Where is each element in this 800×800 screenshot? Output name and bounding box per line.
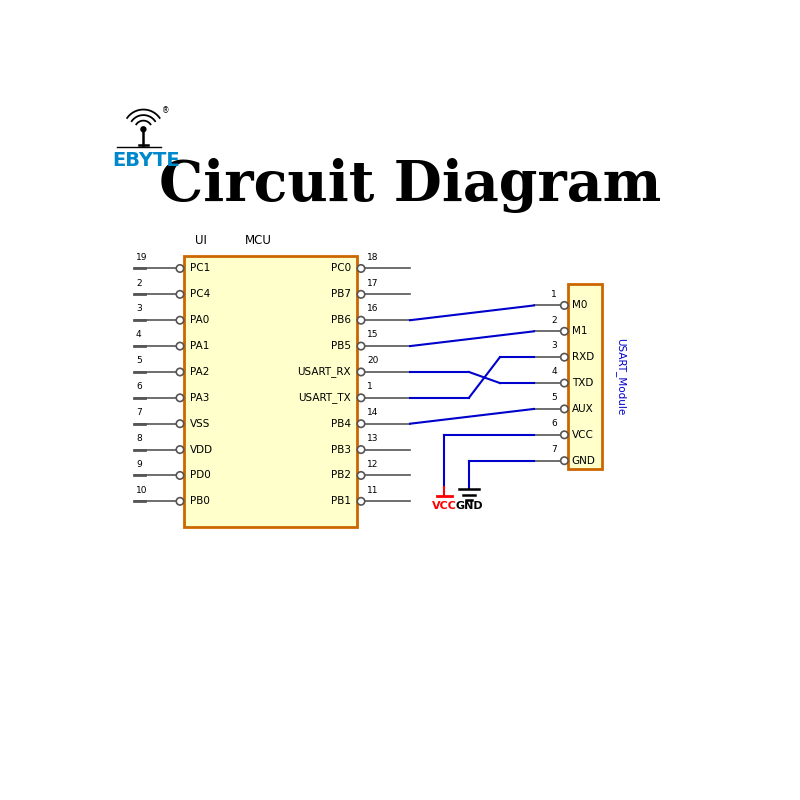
Text: 20: 20	[367, 356, 378, 365]
Text: PC1: PC1	[190, 263, 210, 274]
Text: RXD: RXD	[572, 352, 594, 362]
Circle shape	[176, 498, 184, 505]
Text: UI: UI	[194, 234, 206, 247]
Text: PA3: PA3	[190, 393, 210, 403]
Text: 6: 6	[551, 419, 557, 428]
Circle shape	[358, 498, 365, 505]
Text: 9: 9	[136, 460, 142, 469]
Text: 12: 12	[367, 460, 378, 469]
Circle shape	[561, 457, 568, 464]
Text: PC0: PC0	[331, 263, 351, 274]
Text: 19: 19	[136, 253, 147, 262]
Text: 13: 13	[367, 434, 378, 443]
Text: 3: 3	[136, 305, 142, 314]
Circle shape	[176, 420, 184, 427]
Circle shape	[358, 420, 365, 427]
Text: 4: 4	[136, 330, 142, 339]
Text: 7: 7	[136, 408, 142, 417]
Bar	[568, 284, 602, 469]
Circle shape	[561, 354, 568, 361]
Text: EBYTE: EBYTE	[113, 151, 180, 170]
Text: 3: 3	[551, 342, 557, 350]
Text: Circuit Diagram: Circuit Diagram	[159, 158, 661, 213]
Circle shape	[561, 406, 568, 413]
Text: 16: 16	[367, 305, 378, 314]
Text: 8: 8	[136, 434, 142, 443]
Text: PB5: PB5	[331, 341, 351, 351]
Text: 10: 10	[136, 486, 147, 494]
Text: 2: 2	[551, 315, 557, 325]
Circle shape	[358, 394, 365, 402]
Circle shape	[358, 446, 365, 454]
Text: 5: 5	[551, 393, 557, 402]
Text: 4: 4	[551, 367, 557, 376]
Text: 5: 5	[136, 356, 142, 365]
Text: VCC: VCC	[572, 430, 594, 440]
Bar	[184, 256, 358, 527]
Text: VCC: VCC	[432, 502, 457, 511]
Text: 11: 11	[367, 486, 378, 494]
Text: GND: GND	[572, 456, 596, 466]
Text: PB0: PB0	[190, 496, 210, 506]
Text: USART_TX: USART_TX	[298, 392, 351, 403]
Circle shape	[176, 342, 184, 350]
Circle shape	[358, 265, 365, 272]
Text: MCU: MCU	[245, 234, 271, 247]
Circle shape	[561, 328, 568, 335]
Circle shape	[358, 317, 365, 324]
Circle shape	[176, 317, 184, 324]
Text: PA0: PA0	[190, 315, 209, 326]
Text: 15: 15	[367, 330, 378, 339]
Circle shape	[176, 394, 184, 402]
Text: 1: 1	[367, 382, 373, 391]
Circle shape	[176, 446, 184, 454]
Circle shape	[176, 290, 184, 298]
Text: PB1: PB1	[331, 496, 351, 506]
Circle shape	[358, 342, 365, 350]
Circle shape	[358, 472, 365, 479]
Text: PA2: PA2	[190, 367, 210, 377]
Text: PD0: PD0	[190, 470, 210, 481]
Circle shape	[561, 431, 568, 438]
Text: 17: 17	[367, 278, 378, 287]
Text: PB2: PB2	[331, 470, 351, 481]
Circle shape	[561, 379, 568, 386]
Text: ®: ®	[162, 106, 170, 115]
Circle shape	[176, 368, 184, 376]
Circle shape	[358, 290, 365, 298]
Text: PC4: PC4	[190, 290, 210, 299]
Text: USART_Module: USART_Module	[615, 338, 626, 415]
Text: PB3: PB3	[331, 445, 351, 454]
Text: PA1: PA1	[190, 341, 210, 351]
Text: 18: 18	[367, 253, 378, 262]
Text: M1: M1	[572, 326, 587, 336]
Circle shape	[561, 302, 568, 309]
Text: 7: 7	[551, 445, 557, 454]
Circle shape	[141, 126, 146, 132]
Circle shape	[358, 368, 365, 376]
Text: 14: 14	[367, 408, 378, 417]
Text: PB4: PB4	[331, 418, 351, 429]
Text: GND: GND	[455, 502, 482, 511]
Text: M0: M0	[572, 301, 587, 310]
Text: TXD: TXD	[572, 378, 593, 388]
Text: PB7: PB7	[331, 290, 351, 299]
Circle shape	[176, 265, 184, 272]
Text: PB6: PB6	[331, 315, 351, 326]
Text: 6: 6	[136, 382, 142, 391]
Text: VSS: VSS	[190, 418, 210, 429]
Circle shape	[176, 472, 184, 479]
Text: 1: 1	[551, 290, 557, 298]
Text: VDD: VDD	[190, 445, 213, 454]
Text: 2: 2	[136, 278, 142, 287]
Text: AUX: AUX	[572, 404, 594, 414]
Text: USART_RX: USART_RX	[298, 366, 351, 378]
